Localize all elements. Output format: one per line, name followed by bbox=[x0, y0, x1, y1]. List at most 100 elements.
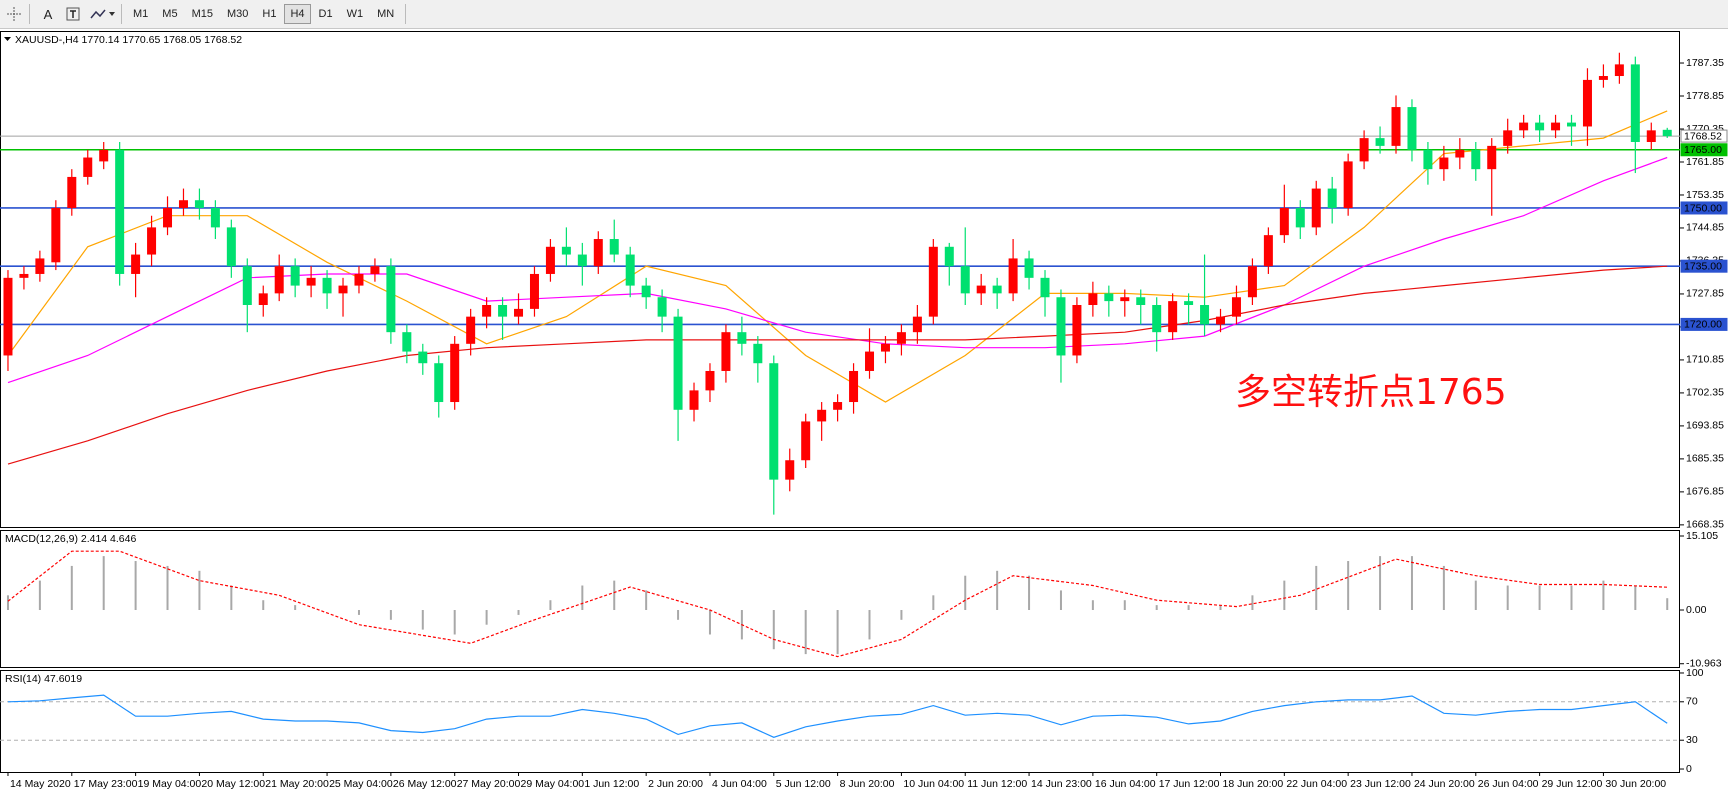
candle-body bbox=[769, 363, 779, 480]
timeframe-button[interactable]: H1 bbox=[262, 8, 277, 20]
candle-body bbox=[849, 370, 859, 403]
candle-body bbox=[226, 227, 236, 267]
timeframe-button[interactable]: M30 bbox=[226, 8, 249, 20]
candle-body bbox=[673, 316, 683, 410]
candle-body bbox=[354, 273, 364, 286]
candle-body bbox=[386, 266, 396, 333]
y-tick-label: 1693.85 bbox=[1686, 420, 1724, 432]
objects-tool[interactable] bbox=[87, 3, 117, 25]
x-tick-label: 10 Jun 04:00 bbox=[903, 778, 964, 790]
candle-body bbox=[1247, 266, 1257, 298]
x-tick-label: 5 Jun 12:00 bbox=[776, 778, 831, 790]
panel-title: XAUUSD-,H4 1770.14 1770.65 1768.05 1768.… bbox=[15, 34, 242, 46]
candle-body bbox=[912, 316, 922, 333]
candle-body bbox=[51, 207, 61, 263]
candle-body bbox=[338, 285, 348, 294]
candle-body bbox=[290, 266, 300, 286]
candle-body bbox=[1184, 301, 1194, 306]
candle-body bbox=[593, 239, 603, 267]
candle-body bbox=[641, 285, 651, 298]
series-line bbox=[7, 694, 1668, 738]
label-tool[interactable] bbox=[62, 3, 84, 25]
candle-body bbox=[402, 332, 412, 352]
plot-area bbox=[6, 550, 1669, 658]
candle-body bbox=[99, 149, 109, 162]
candle-body bbox=[514, 308, 524, 317]
separator bbox=[29, 4, 30, 24]
timeframe-button[interactable]: W1 bbox=[346, 8, 364, 20]
x-tick-label: 29 May 04:00 bbox=[521, 778, 585, 790]
timeframe-button[interactable]: MN bbox=[377, 8, 395, 20]
series-line bbox=[7, 156, 1668, 384]
candle-body bbox=[1423, 149, 1433, 170]
timeframe-button[interactable]: M5 bbox=[162, 8, 178, 20]
icon bbox=[90, 9, 115, 19]
candle-body bbox=[482, 305, 492, 317]
panel-title: RSI(14) 47.6019 bbox=[5, 673, 82, 685]
candle-body bbox=[1487, 145, 1497, 170]
x-tick-label: 21 May 20:00 bbox=[265, 778, 329, 790]
candle-body bbox=[210, 207, 220, 228]
candle-body bbox=[434, 363, 444, 403]
candle-body bbox=[721, 332, 731, 371]
candle-body bbox=[944, 246, 954, 267]
price-label: 1735.00 bbox=[1684, 260, 1722, 272]
x-tick-label: 11 Jun 12:00 bbox=[967, 778, 1027, 790]
toolbar: A M1 M5 M15 M30 H1 H4 D1 W1 MN bbox=[0, 0, 1728, 29]
candle-body bbox=[67, 176, 77, 208]
y-tick-label: 15.105 bbox=[1686, 530, 1718, 542]
x-tick-label: 8 Jun 20:00 bbox=[840, 778, 895, 790]
text-tool[interactable]: A bbox=[43, 6, 53, 22]
price-label-box bbox=[1680, 317, 1728, 331]
price-label-box bbox=[1680, 143, 1728, 157]
crosshair-tool[interactable] bbox=[3, 3, 25, 25]
y-tick-label: 0.00 bbox=[1686, 604, 1707, 616]
series-line bbox=[7, 110, 1668, 403]
y-tick-label: 0 bbox=[1686, 763, 1692, 775]
candle-body bbox=[194, 200, 204, 208]
price-label: 1750.00 bbox=[1684, 202, 1722, 214]
candle-body bbox=[322, 277, 332, 294]
candle-body bbox=[1327, 188, 1337, 208]
candle-body bbox=[163, 207, 173, 228]
x-tick-label: 27 May 20:00 bbox=[457, 778, 521, 790]
candle-body bbox=[705, 370, 715, 391]
candle-body bbox=[370, 266, 380, 274]
candle-body bbox=[689, 390, 699, 410]
y-tick-label: 1685.35 bbox=[1686, 453, 1724, 465]
candle-body bbox=[418, 351, 428, 364]
candle-body bbox=[1104, 293, 1114, 302]
x-tick-label: 14 Jun 23:00 bbox=[1031, 778, 1092, 790]
timeframe-button[interactable]: M1 bbox=[133, 8, 149, 20]
candle-body bbox=[1567, 122, 1577, 127]
chart: 1787.351778.851770.351761.851753.351744.… bbox=[0, 29, 1728, 794]
price-label-box bbox=[1680, 129, 1728, 143]
title-marker bbox=[4, 37, 11, 41]
candle-body bbox=[833, 402, 843, 410]
candle-body bbox=[1598, 76, 1608, 80]
timeframe-button[interactable]: H4 bbox=[284, 4, 311, 24]
timeframe-button[interactable]: M15 bbox=[191, 8, 213, 20]
candle-body bbox=[1040, 277, 1050, 298]
annotation: 多空转折点1765 bbox=[1235, 372, 1507, 413]
x-tick-label: 26 May 12:00 bbox=[393, 778, 457, 790]
x-tick-label: 23 Jun 12:00 bbox=[1350, 778, 1411, 790]
candle-body bbox=[83, 157, 93, 177]
candle-body bbox=[1152, 305, 1162, 333]
candle-body bbox=[115, 149, 125, 274]
y-tick-label: 1702.35 bbox=[1686, 387, 1724, 399]
candle-body bbox=[1614, 64, 1624, 77]
candle-body bbox=[976, 285, 986, 294]
candle-body bbox=[1168, 301, 1178, 333]
candle-body bbox=[1136, 297, 1146, 306]
candle-body bbox=[817, 409, 827, 422]
series-line bbox=[7, 550, 1668, 658]
panel-frame bbox=[0, 670, 1680, 773]
y-tick-label: 70 bbox=[1686, 696, 1698, 708]
candle-body bbox=[1439, 157, 1449, 170]
timeframe-button[interactable]: D1 bbox=[318, 8, 333, 20]
price-label: 1768.52 bbox=[1684, 130, 1722, 142]
price-label-box bbox=[1680, 259, 1728, 273]
candle-body bbox=[1072, 305, 1082, 356]
